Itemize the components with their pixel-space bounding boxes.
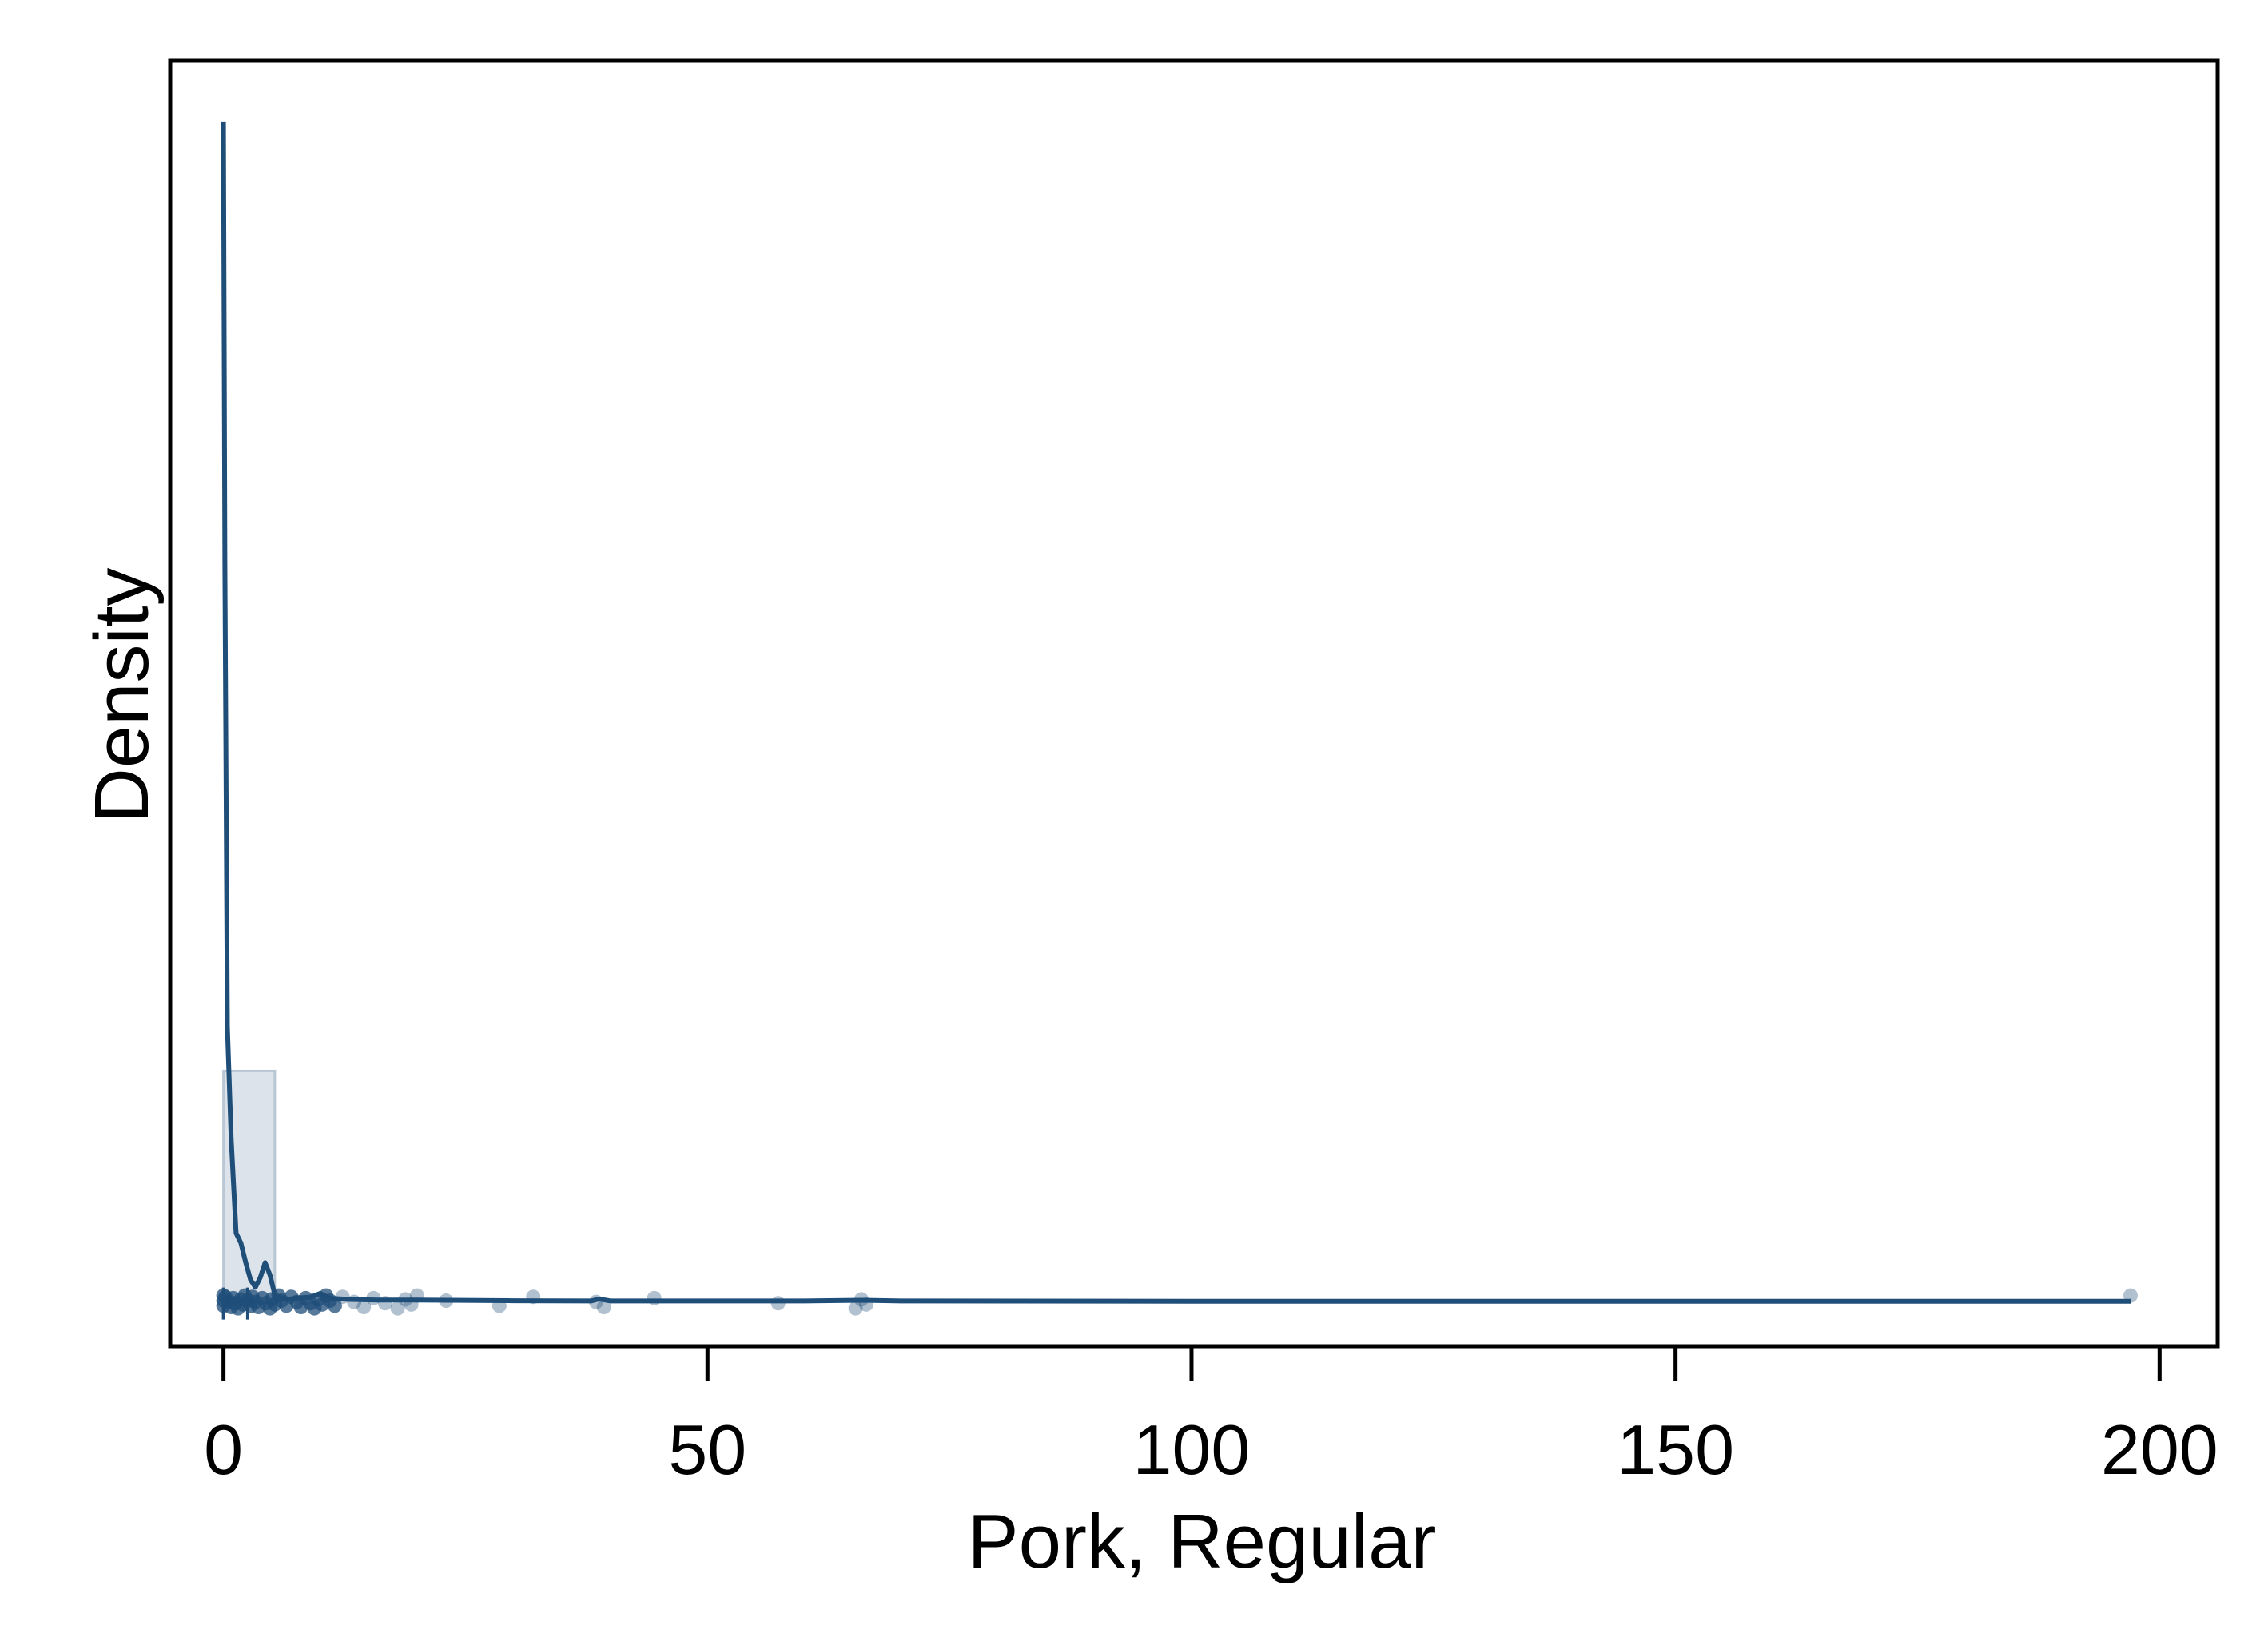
x-tick-label-50: 50 [668, 1410, 746, 1489]
x-tick-label-100: 100 [1133, 1410, 1251, 1489]
observation-point [327, 1298, 342, 1313]
x-axis-title: Pork, Regular [968, 1499, 1437, 1584]
observation-point [596, 1300, 611, 1315]
observation-point [390, 1301, 405, 1316]
kde-density-line [221, 121, 2131, 1304]
x-tick-label-0: 0 [204, 1410, 243, 1489]
x-tick-label-150: 150 [1617, 1410, 1734, 1489]
x-axis: 0 50 100 150 200 [204, 1346, 2218, 1489]
x-tick-label-200: 200 [2101, 1410, 2218, 1489]
observation-point [848, 1301, 863, 1316]
plot-frame [168, 58, 2220, 1349]
kde-layer [221, 121, 2131, 1304]
observation-point [356, 1300, 372, 1315]
y-axis-title: Density [79, 567, 165, 823]
